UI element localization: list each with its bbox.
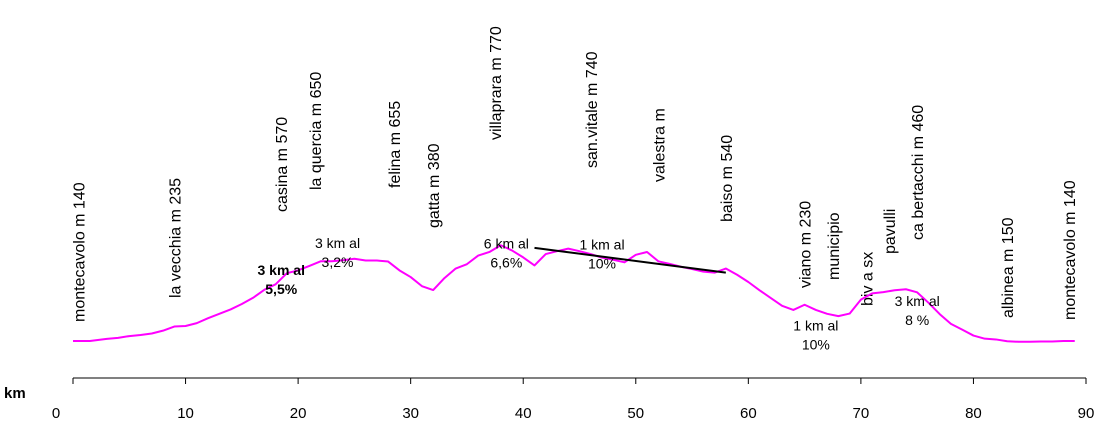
- place-label: la vecchia m 235: [167, 178, 184, 298]
- place-label: baiso m 540: [719, 135, 736, 222]
- place-label: san.vitale m 740: [584, 51, 601, 168]
- place-label: felina m 655: [387, 101, 404, 188]
- place-label: pavulli: [882, 209, 899, 254]
- gradient-note: 3 km al: [315, 235, 360, 251]
- x-axis-label: km: [4, 385, 26, 402]
- x-tick-label: 10: [177, 405, 194, 422]
- x-axis: 0 10 20 30 40 50 60 70 80 90: [52, 377, 1095, 422]
- x-tick-label: 60: [740, 405, 757, 422]
- gradient-note: 1 km al: [793, 318, 838, 334]
- gradient-note: 1 km al: [579, 237, 624, 253]
- gradient-note: 6 km al: [484, 235, 529, 251]
- place-label: gatta m 380: [426, 143, 443, 228]
- gradient-note: 5,5%: [265, 281, 297, 297]
- x-tick-label: 90: [1078, 405, 1095, 422]
- gradient-note: 3 km al: [895, 293, 940, 309]
- profile-lines: [73, 244, 1075, 343]
- place-label: montecavolo m 140: [72, 182, 89, 322]
- gradient-note: 3 km al: [257, 262, 304, 278]
- place-label: valestra m: [651, 108, 668, 182]
- place-label: la quercia m 650: [308, 72, 325, 190]
- x-tick-label: 40: [515, 405, 532, 422]
- gradient-note: 10%: [802, 337, 830, 353]
- gradient-note: 6,6%: [490, 254, 522, 270]
- elevation-profile-line: [73, 244, 1075, 343]
- gradient-note: 10%: [588, 256, 616, 272]
- place-label: ca bertacchi m 460: [910, 105, 927, 240]
- x-tick-label: 50: [627, 405, 644, 422]
- place-label: municipio: [826, 212, 843, 280]
- shortcut-line: [534, 246, 726, 274]
- place-label: casina m 570: [274, 117, 291, 212]
- x-tick-label: 0: [52, 405, 60, 422]
- gradient-note: 8 %: [905, 312, 929, 328]
- place-label: villaprara m 770: [488, 26, 505, 140]
- place-labels: montecavolo m 140 la vecchia m 235 casina …: [72, 26, 1079, 322]
- x-tick-label: 30: [402, 405, 419, 422]
- gradient-notes: 3 km al 5,5% 3 km al 3,2% 6 km al 6,6% 1 km al…: [257, 235, 939, 353]
- place-label: albinea m 150: [1000, 217, 1017, 318]
- gradient-note: 3,2%: [322, 254, 354, 270]
- x-tick-label: 70: [853, 405, 870, 422]
- x-tick-label: 80: [965, 405, 982, 422]
- place-label: viano m 230: [798, 201, 815, 288]
- place-label: montecavolo m 140: [1062, 180, 1079, 320]
- x-tick-label: 20: [290, 405, 307, 422]
